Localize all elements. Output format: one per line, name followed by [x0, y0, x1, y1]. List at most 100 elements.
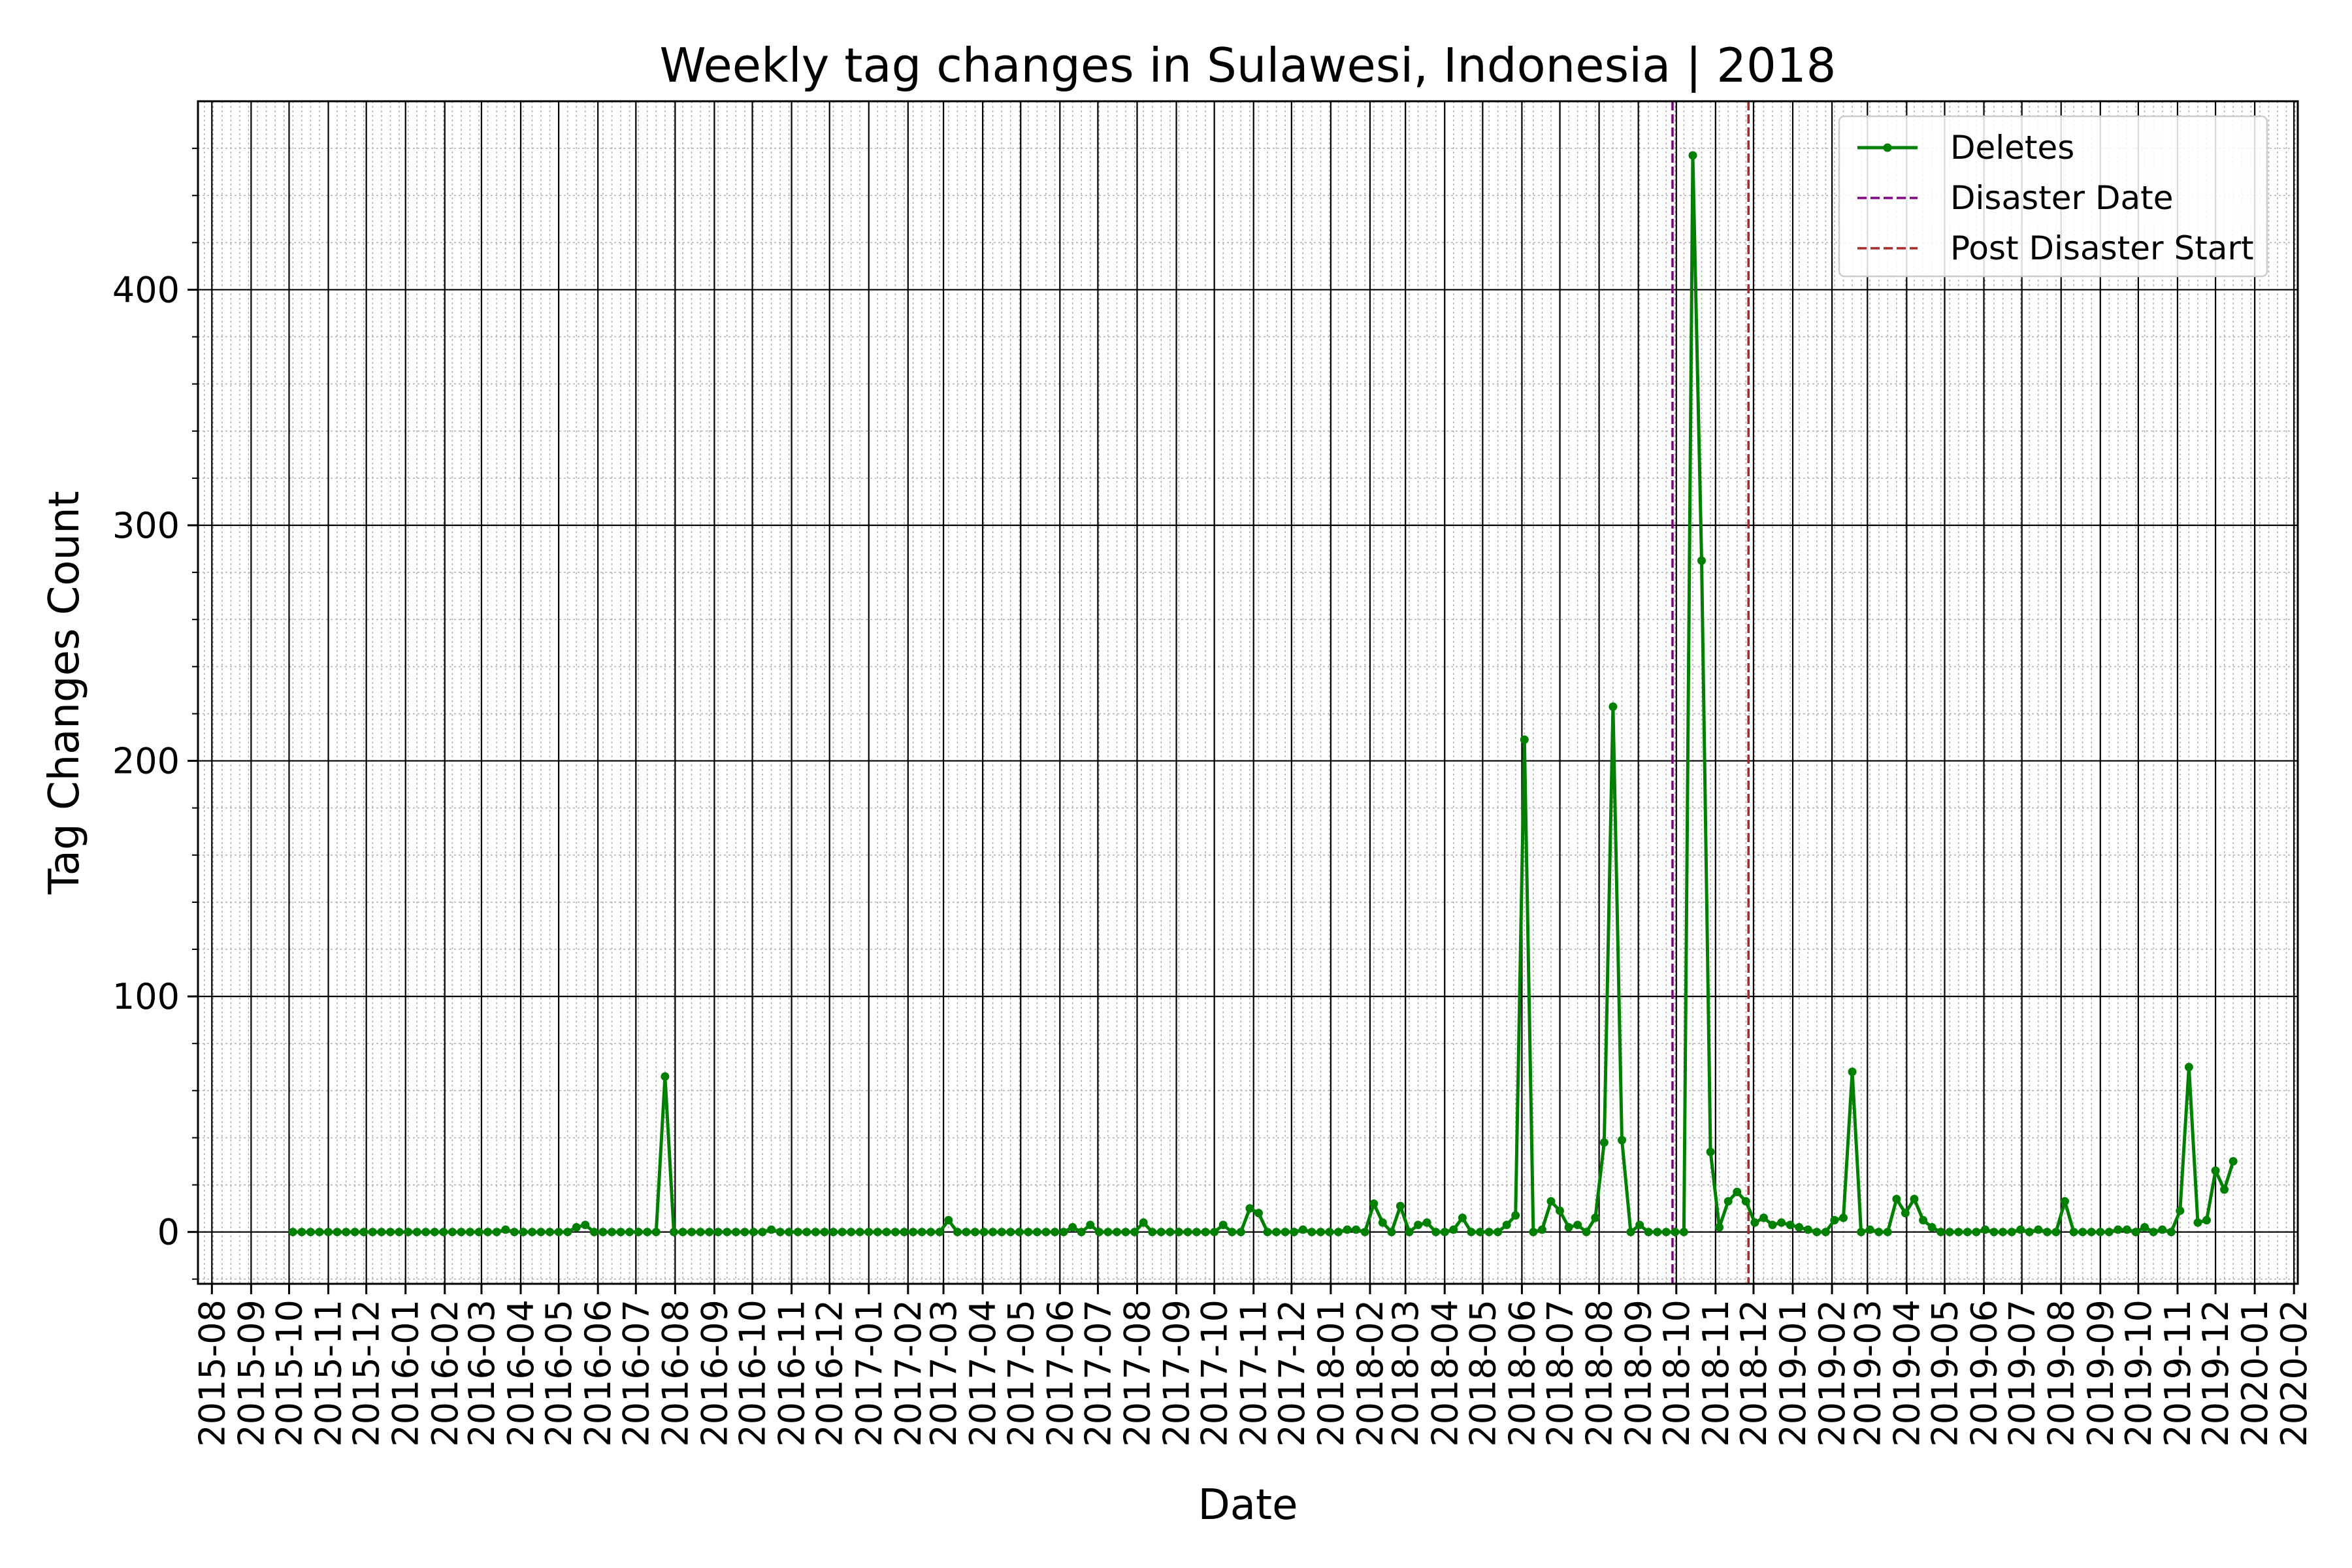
data-point: [2051, 1228, 2061, 1237]
data-point: [651, 1228, 661, 1237]
data-point: [1086, 1220, 1095, 1230]
data-point: [2166, 1228, 2176, 1237]
data-point: [528, 1228, 536, 1237]
x-tick-label: 2016-09: [694, 1299, 735, 1447]
data-point: [1839, 1213, 1848, 1222]
data-point: [297, 1228, 306, 1237]
data-point: [1352, 1225, 1361, 1234]
data-point: [776, 1228, 785, 1237]
data-point: [510, 1228, 519, 1237]
data-point: [430, 1228, 439, 1237]
data-point: [2202, 1216, 2211, 1225]
x-tick-label: 2019-10: [2118, 1299, 2159, 1447]
axis-ticks: 01002003004002015-082015-092015-102015-1…: [112, 148, 2315, 1447]
y-axis-label: Tag Changes Count: [41, 491, 89, 894]
data-point: [474, 1228, 483, 1237]
x-tick-label: 2019-09: [2080, 1299, 2121, 1447]
data-point: [1981, 1225, 1989, 1234]
data-point: [1537, 1225, 1546, 1234]
x-tick-label: 2017-12: [1271, 1299, 1313, 1447]
data-point: [988, 1228, 998, 1237]
data-point: [306, 1228, 315, 1237]
data-point: [1307, 1228, 1316, 1237]
data-point: [1803, 1225, 1812, 1234]
data-point: [1343, 1225, 1352, 1234]
data-point: [1360, 1228, 1369, 1237]
data-point: [421, 1228, 431, 1237]
x-tick-label: 2016-11: [772, 1299, 813, 1447]
x-tick-label: 2016-06: [578, 1299, 619, 1447]
x-tick-label: 2018-01: [1311, 1299, 1352, 1447]
x-tick-label: 2018-09: [1618, 1299, 1659, 1447]
data-point: [1936, 1228, 1946, 1237]
data-point: [2061, 1197, 2069, 1206]
x-tick-label: 2019-04: [1886, 1299, 1927, 1447]
data-point: [1218, 1220, 1228, 1230]
data-point: [1768, 1220, 1777, 1230]
x-tick-label: 2017-02: [888, 1299, 929, 1447]
data-point: [466, 1228, 474, 1237]
x-tick-label: 2019-07: [2002, 1299, 2043, 1447]
data-point: [1723, 1197, 1733, 1206]
data-point: [1564, 1223, 1573, 1232]
legend-label: Disaster Date: [1950, 179, 2173, 217]
data-point: [1556, 1206, 1564, 1215]
data-point: [589, 1228, 598, 1237]
data-point: [457, 1228, 466, 1237]
data-point: [2123, 1225, 2131, 1234]
data-point: [669, 1228, 678, 1237]
legend-label: Deletes: [1950, 129, 2074, 167]
x-tick-label: 2017-10: [1194, 1299, 1235, 1447]
data-point: [1679, 1228, 1688, 1237]
data-point: [687, 1228, 696, 1237]
data-point: [1591, 1213, 1600, 1222]
data-point: [2007, 1228, 2016, 1237]
data-point: [643, 1228, 652, 1237]
data-point: [1777, 1218, 1786, 1227]
data-point: [1298, 1225, 1307, 1234]
x-tick-label: 2019-08: [2041, 1299, 2082, 1447]
data-point: [1821, 1228, 1830, 1237]
x-tick-label: 2017-03: [923, 1299, 964, 1447]
data-point: [2211, 1166, 2220, 1175]
x-tick-label: 2018-04: [1424, 1299, 1465, 1447]
data-point: [1927, 1223, 1936, 1232]
data-point: [1741, 1197, 1750, 1206]
data-point: [1449, 1225, 1458, 1234]
data-point: [962, 1228, 971, 1237]
data-point: [2016, 1225, 2025, 1234]
data-point: [2149, 1228, 2158, 1237]
data-point: [1139, 1218, 1148, 1227]
data-point: [1750, 1218, 1759, 1227]
data-point: [785, 1228, 794, 1237]
series-deletes: [288, 151, 2238, 1237]
data-point: [1609, 702, 1618, 711]
data-point: [1874, 1228, 1884, 1237]
data-point: [350, 1228, 359, 1237]
data-point: [705, 1228, 714, 1237]
data-point: [1015, 1228, 1024, 1237]
plot-frame: [197, 100, 2299, 1285]
data-point: [1405, 1228, 1414, 1237]
x-tick-label: 2016-08: [655, 1299, 696, 1447]
data-point: [1812, 1228, 1821, 1237]
data-point: [1094, 1228, 1103, 1237]
data-point: [979, 1228, 988, 1237]
data-point: [386, 1228, 395, 1237]
data-point: [1892, 1194, 1901, 1203]
grid: [198, 101, 2298, 1284]
data-point: [634, 1228, 643, 1237]
data-point: [377, 1228, 386, 1237]
data-point: [1697, 556, 1706, 565]
data-point: [820, 1228, 829, 1237]
data-point: [882, 1228, 891, 1237]
data-point: [1316, 1228, 1325, 1237]
data-point: [536, 1228, 546, 1237]
data-point: [661, 1072, 670, 1081]
data-point: [368, 1228, 377, 1237]
data-point: [1706, 1147, 1715, 1156]
data-point: [900, 1228, 909, 1237]
data-point: [1848, 1068, 1857, 1076]
data-point: [971, 1228, 979, 1237]
x-tick-label: 2017-01: [849, 1299, 890, 1447]
